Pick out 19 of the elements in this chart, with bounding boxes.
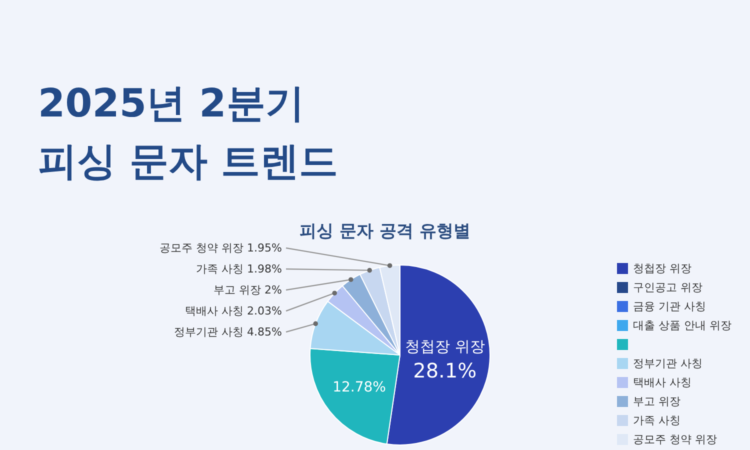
category-label: 가족 사칭 1.98% [196,262,282,276]
category-label: 부고 위장 2% [214,284,282,296]
legend-label: 청첩장 위장 [633,262,692,275]
category-label: 택배사 사칭 2.03% [185,304,282,318]
legend-label: 택배사 사칭 [633,376,692,389]
legend-label: 공모주 청약 위장 [633,433,717,446]
legend-label: 구인공고 위장 [633,281,702,294]
legend-label: 금융 기관 사칭 [633,300,706,313]
chart-title: 2025년 2분기 피싱 문자 트렌드 [38,82,338,184]
data-label: 28.1% [413,358,477,382]
category-label: 정부기관 사칭 4.85% [174,326,282,338]
legend-label: 부고 위장 [633,395,680,408]
chart-subtitle: 피싱 문자 공격 유형별 [300,222,470,242]
category-label: 공모주 청약 위장 1.95% [160,242,282,254]
legend-label: 대출 상품 안내 위장 [633,319,732,332]
data-label: 12.78% [332,380,386,396]
legend-label: 정부기관 사칭 [633,357,702,370]
slice-label: 청첩장 위장 [404,337,485,356]
legend-label: 가족 사칭 [633,414,680,427]
